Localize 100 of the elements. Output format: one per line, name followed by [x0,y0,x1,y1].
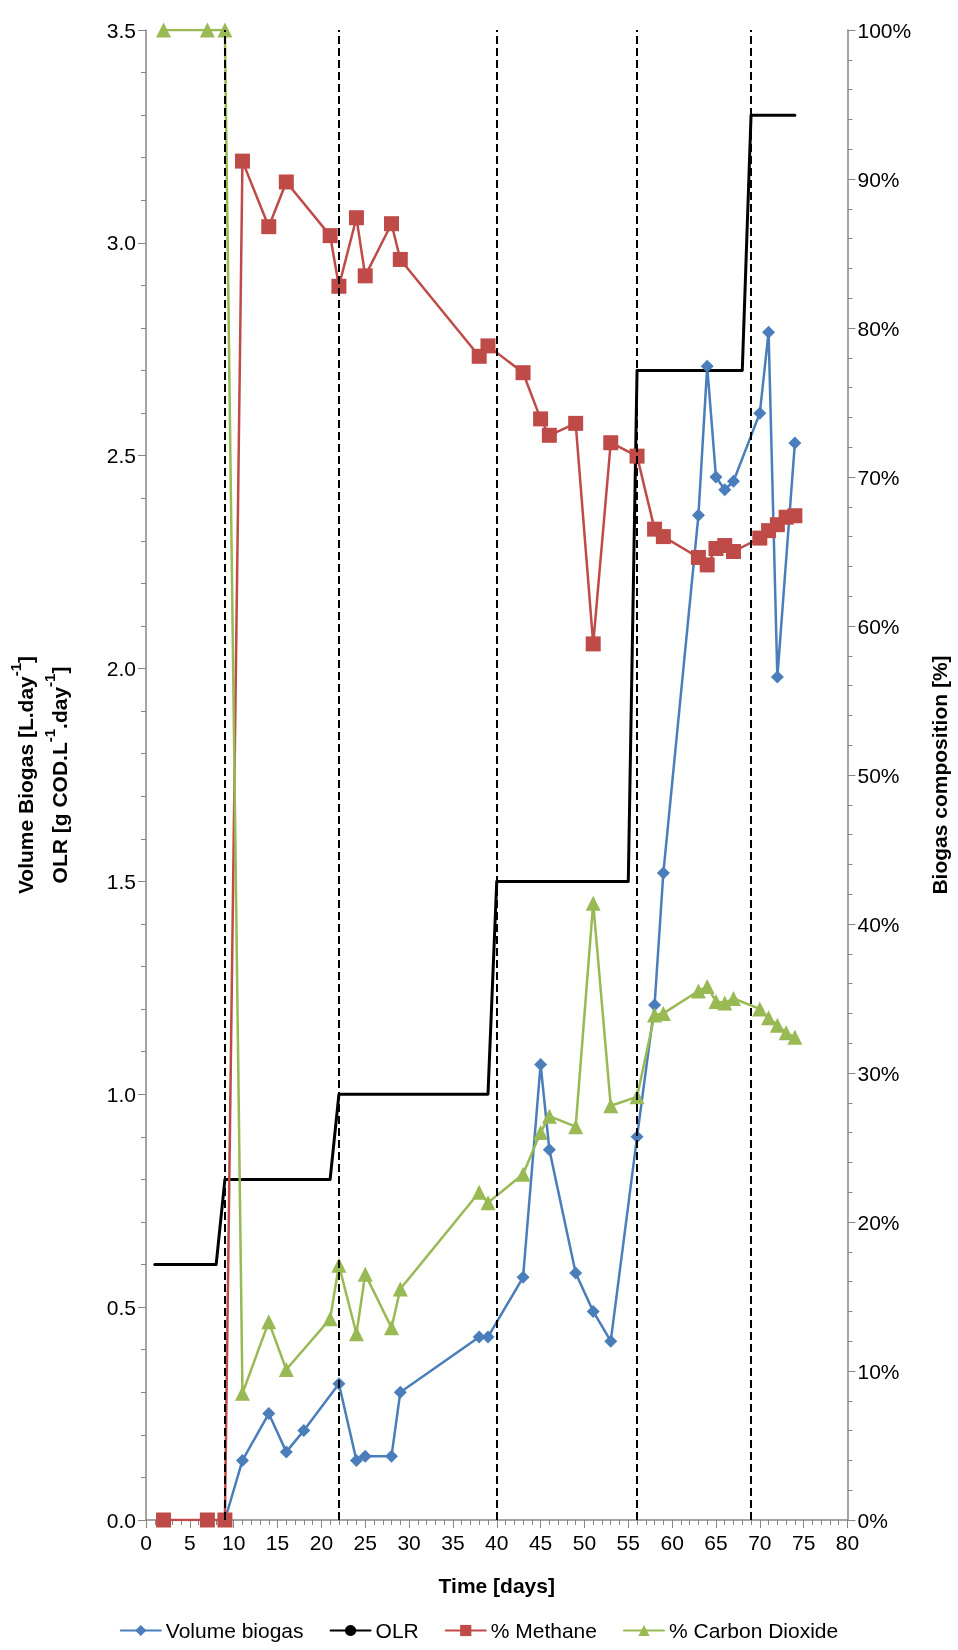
y2-tick-label: 50% [857,763,900,787]
point [762,325,776,339]
point [384,216,400,232]
point [542,1143,556,1157]
point [568,415,584,431]
point [199,22,215,38]
point [392,251,408,267]
legend-label: % Carbon Dioxide [668,1619,839,1642]
point [348,210,364,226]
point [331,278,347,294]
point [709,470,723,484]
point [700,359,714,373]
point [234,153,250,169]
y-tick-label: 1.0 [106,1082,136,1106]
y2-tick-label: 100% [857,18,912,42]
point [322,1311,338,1327]
point [770,670,784,684]
y2-tick-label: 20% [857,1210,900,1234]
point [358,1449,372,1463]
point [393,1385,407,1399]
x-tick-label: 50 [572,1531,597,1554]
y2-tick-label: 40% [857,912,900,936]
point [541,427,557,443]
point [385,1449,399,1463]
point [234,1385,250,1401]
point [357,1266,373,1282]
point [278,1362,294,1378]
x-tick-label: 75 [791,1531,816,1554]
point [585,636,601,652]
point [515,1166,531,1182]
point [603,1098,619,1114]
point [261,1314,277,1330]
point [727,474,741,488]
point [629,448,645,464]
point [156,22,172,38]
point [690,983,706,999]
x-tick-label: 65 [704,1531,728,1554]
point [199,1512,215,1528]
y2-tick-label: 60% [857,614,900,638]
y2-tick-label: 90% [857,167,900,191]
point [480,338,496,354]
x-tick-label: 5 [184,1531,196,1554]
point [348,1326,364,1342]
x-axis-title: Time [days] [438,1573,555,1597]
y2-axis-title: Biogas composition [%] [928,655,951,895]
x-tick-label: 55 [616,1531,640,1554]
y-tick-label: 1.5 [106,869,136,893]
legend-label: Volume biogas [165,1619,304,1642]
x-tick-label: 15 [265,1531,290,1554]
x-tick-label: 30 [397,1531,421,1554]
point [515,365,531,381]
point [753,406,767,420]
point [481,1330,495,1344]
point [278,174,294,190]
x-tick-label: 80 [835,1531,860,1554]
point [235,1453,249,1467]
point [656,866,670,880]
point [534,1057,548,1071]
x-tick-label: 60 [660,1531,684,1554]
legend-label: % Methane [490,1619,597,1642]
y2-tick-label: 70% [857,465,900,489]
point [718,483,732,497]
y-tick-label: 3.5 [106,18,136,42]
y-tick-label: 0.0 [106,1508,136,1532]
point [349,1453,363,1467]
y2-tick-label: 80% [857,316,900,340]
x-tick-label: 70 [748,1531,772,1554]
y-tick-label: 3.0 [106,231,136,255]
point [752,1001,768,1017]
point [261,219,277,235]
point [533,1125,549,1141]
point [322,228,338,244]
point [392,1281,408,1297]
point [586,1304,600,1318]
y2-tick-label: 10% [857,1359,900,1383]
point [384,1320,400,1336]
point [357,268,373,284]
point [655,529,671,545]
point [726,991,742,1006]
point [787,1029,803,1045]
point [516,1270,530,1284]
point [788,436,802,450]
point [769,1017,785,1033]
point [787,508,803,524]
point [603,435,619,451]
x-tick-label: 25 [353,1531,377,1554]
x-tick-label: 45 [528,1531,553,1554]
point [604,1334,618,1348]
point [761,1010,777,1026]
point [568,1119,584,1135]
point [541,1108,557,1124]
point [297,1424,311,1438]
x-tick-label: 20 [309,1531,334,1554]
point [217,22,233,38]
point [585,895,601,911]
y-tick-label: 2.0 [106,657,136,681]
x-tick-label: 35 [441,1531,465,1554]
legend-label: OLR [375,1619,419,1642]
point [648,998,662,1012]
y2-tick-label: 30% [857,1061,900,1085]
